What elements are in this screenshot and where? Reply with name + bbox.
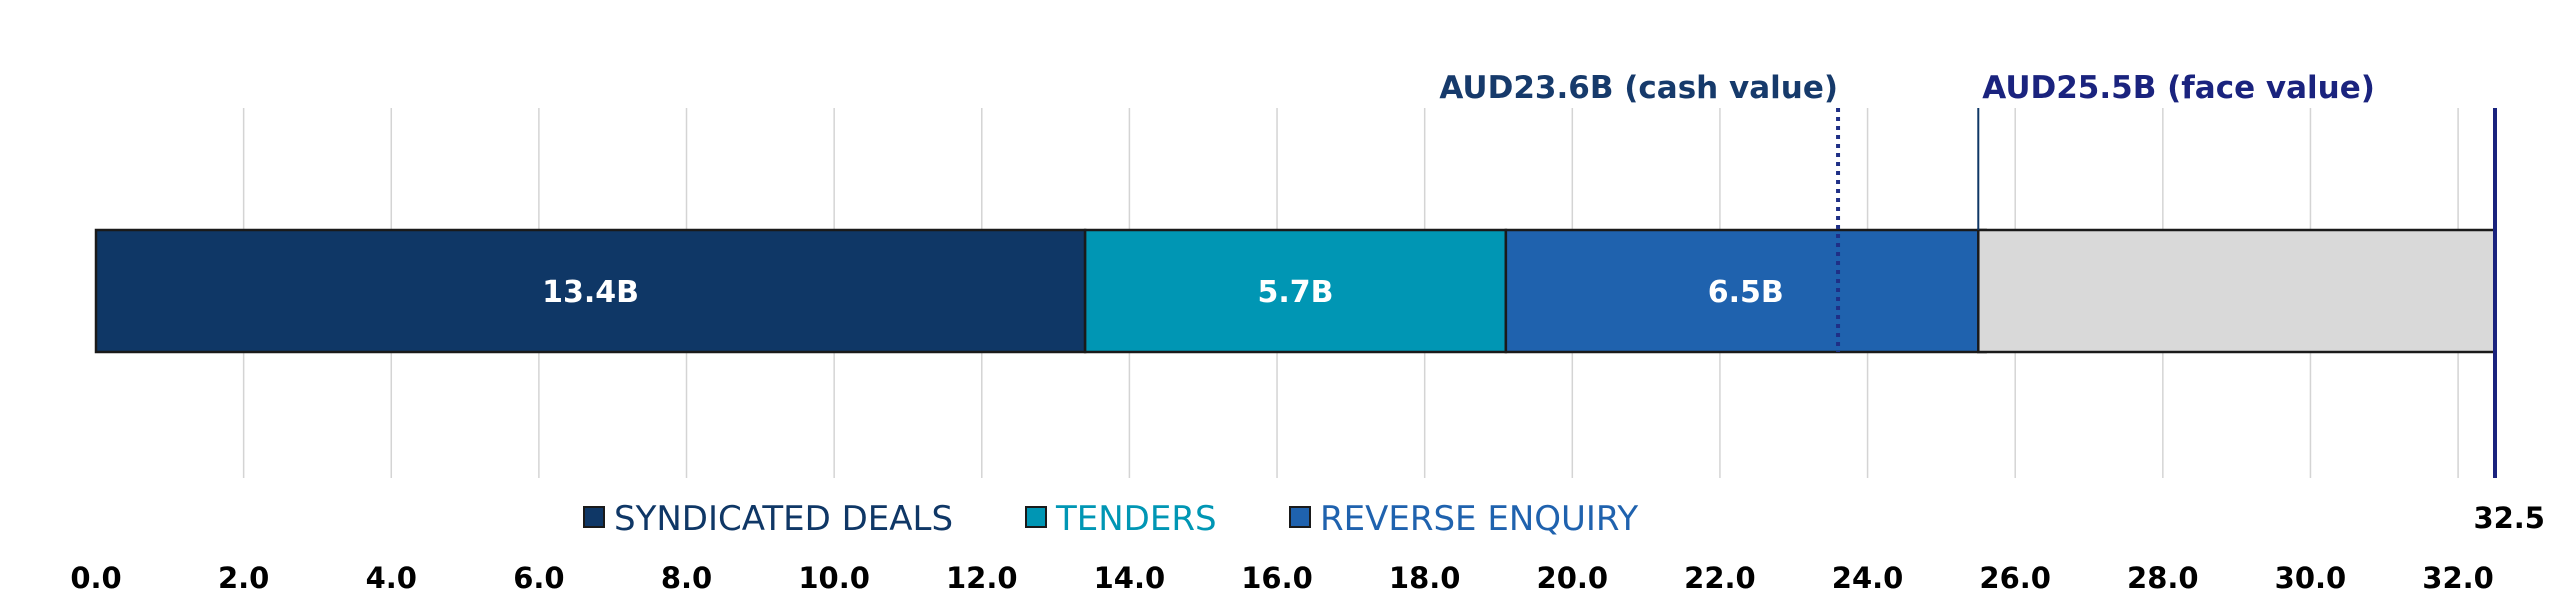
x-tick-label: 14.0 — [1094, 561, 1166, 595]
legend-swatch — [1025, 506, 1047, 528]
bar-segment-2 — [1083, 228, 1508, 354]
x-tick-label: 4.0 — [366, 561, 417, 595]
bar-data-label: 13.4B — [542, 275, 639, 310]
x-tick-label: 6.0 — [513, 561, 564, 595]
x-tick-label: 10.0 — [798, 561, 870, 595]
x-tick-label: 26.0 — [1979, 561, 2051, 595]
x-tick-label: 30.0 — [2275, 561, 2347, 595]
x-tick-label: 20.0 — [1537, 561, 1609, 595]
x-tick-label: 12.0 — [946, 561, 1018, 595]
x-tick-label: 16.0 — [1241, 561, 1313, 595]
annotation-lines: AUD23.6B (cash value) AUD25.5B (face valu… — [1439, 70, 2497, 478]
bar-segment-3 — [1504, 228, 1987, 354]
legend-entry: SYNDICATED DEALS — [614, 499, 953, 539]
x-tick-label: 22.0 — [1684, 561, 1756, 595]
bar-data-label: 5.7B — [1257, 275, 1333, 310]
bar-segment-1 — [94, 228, 1087, 354]
legend-entry: TENDERS — [1055, 499, 1217, 539]
bar-data-label: 6.5B — [1708, 275, 1784, 310]
legend: SYNDICATED DEALS TENDERS REVERSE ENQUIRY — [583, 499, 1638, 539]
legend-swatch — [1289, 506, 1311, 528]
x-tick-label: 32.0 — [2422, 561, 2494, 595]
annotation-label: AUD23.6B (cash value) — [1439, 70, 1838, 106]
bar-segments: 13.4B 5.7B 6.5B — [94, 228, 2497, 354]
legend-swatch — [583, 506, 605, 528]
x-axis-tick-labels: 0.0 2.0 4.0 6.0 8.0 10.0 12.0 14.0 16.0 18.0 20.0 2… — [70, 501, 2545, 595]
x-max-label: 32.5 — [2473, 501, 2545, 535]
x-tick-label: 18.0 — [1389, 561, 1461, 595]
x-tick-label: 24.0 — [1832, 561, 1904, 595]
annotation-label: AUD25.5B (face value) — [1982, 70, 2375, 106]
x-tick-label: 28.0 — [2127, 561, 2199, 595]
legend-entry: REVERSE ENQUIRY — [1320, 499, 1638, 539]
x-tick-label: 0.0 — [70, 561, 121, 595]
x-tick-label: 2.0 — [218, 561, 269, 595]
bar-remainder — [1977, 228, 2497, 354]
x-tick-label: 8.0 — [661, 561, 712, 595]
